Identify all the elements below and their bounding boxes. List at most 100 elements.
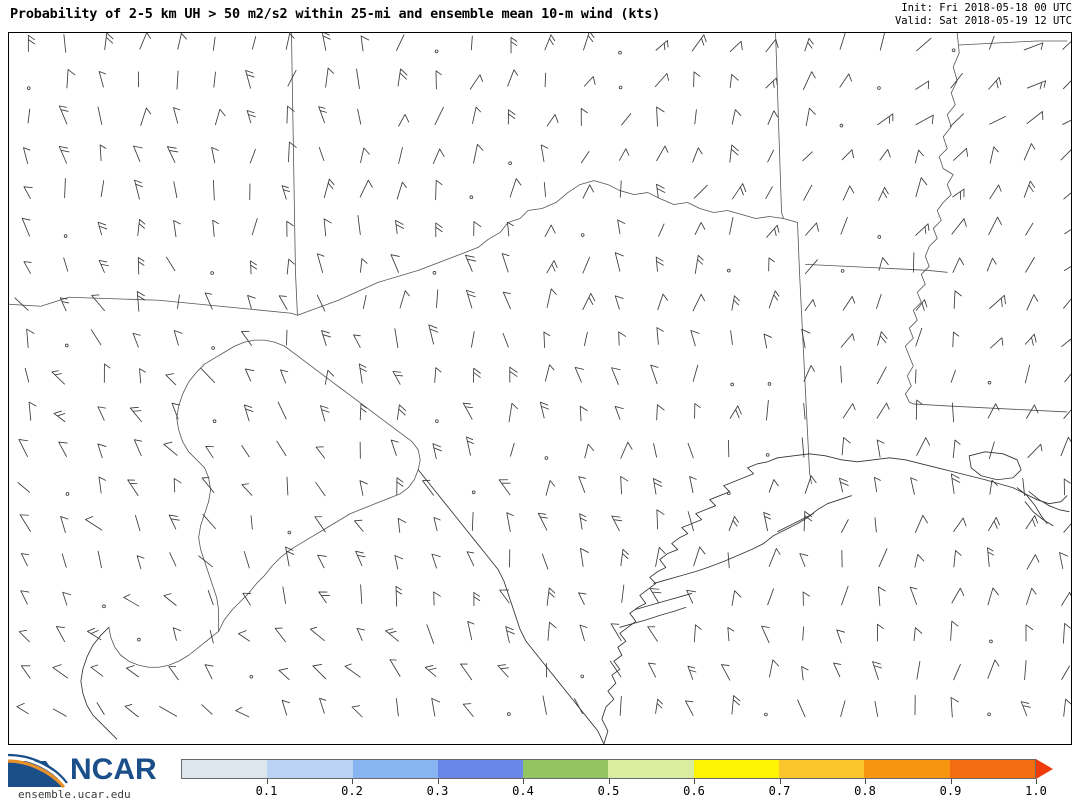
colorbar-segment xyxy=(779,760,865,778)
wind-barb xyxy=(1026,404,1039,419)
wind-barb xyxy=(543,182,547,198)
wind-barb xyxy=(987,587,999,606)
wind-barb xyxy=(244,368,255,382)
wind-barb xyxy=(398,114,410,127)
colorbar-gradient xyxy=(181,759,1036,779)
wind-barb xyxy=(473,221,482,237)
wind-barb xyxy=(1063,523,1071,533)
wind-barb xyxy=(578,476,586,493)
calm-wind-symbol xyxy=(726,491,731,496)
wind-barb xyxy=(63,34,67,53)
wind-barb xyxy=(988,216,1002,236)
calm-wind-symbol xyxy=(765,453,770,457)
wind-barb xyxy=(989,35,995,50)
wind-barb xyxy=(691,34,707,52)
wind-barb xyxy=(103,363,111,383)
wind-barb xyxy=(360,258,368,273)
wind-barb xyxy=(132,332,141,348)
wind-barb xyxy=(801,666,809,681)
calm-wind-symbol xyxy=(137,637,141,642)
calm-wind-symbol xyxy=(580,674,585,679)
wind-barb xyxy=(505,626,515,644)
wind-barb xyxy=(876,439,885,458)
map-panel[interactable] xyxy=(8,32,1072,745)
wind-barb xyxy=(915,114,934,126)
wind-barb xyxy=(915,80,930,90)
forecast-timestamps: Init: Fri 2018-05-18 00 UTC Valid: Sat 2… xyxy=(895,2,1072,28)
wind-barb xyxy=(951,402,955,423)
wind-barb xyxy=(198,555,213,568)
wind-barb xyxy=(842,185,855,201)
wind-barb xyxy=(801,328,811,349)
wind-barb xyxy=(55,626,66,643)
wind-barb xyxy=(687,665,697,680)
wind-barb xyxy=(543,331,551,348)
wind-barb xyxy=(693,546,706,567)
wind-barb xyxy=(87,627,102,641)
colorbar-tick-label: 0.7 xyxy=(768,784,791,798)
calm-wind-symbol xyxy=(507,712,511,716)
ncar-logo[interactable]: NCAR ensemble.ucar.edu xyxy=(6,753,171,801)
wind-barb xyxy=(59,297,70,312)
calm-wind-symbol xyxy=(64,343,69,348)
wind-barb xyxy=(204,292,213,310)
wind-barb xyxy=(578,592,587,605)
wind-barb xyxy=(729,73,739,88)
wind-barb xyxy=(18,439,28,457)
colorbar-tick-label: 0.9 xyxy=(939,784,962,798)
wind-barb xyxy=(1020,701,1031,717)
wind-barb xyxy=(245,69,255,89)
wind-barb xyxy=(1063,298,1071,309)
wind-barb xyxy=(877,113,894,126)
colorbar-tick xyxy=(608,779,610,784)
wind-barb xyxy=(473,367,481,383)
state-boundaries xyxy=(9,33,1068,485)
wind-barb xyxy=(140,107,152,126)
wind-barb xyxy=(362,294,367,310)
wind-barb xyxy=(914,553,925,568)
wind-barb xyxy=(359,403,367,421)
wind-barb xyxy=(989,116,1006,125)
wind-barb xyxy=(1026,294,1039,311)
wind-barb xyxy=(877,586,886,607)
wind-barb xyxy=(394,555,404,570)
wind-barb xyxy=(501,253,510,273)
wind-barb xyxy=(649,588,662,604)
wind-barb xyxy=(804,475,817,494)
wind-barb xyxy=(395,585,402,607)
wind-barb xyxy=(507,109,516,125)
wind-barb xyxy=(137,218,146,237)
wind-barb xyxy=(987,547,994,567)
wind-barb xyxy=(472,106,482,124)
wind-barb xyxy=(804,299,816,311)
colorbar-segment xyxy=(949,760,1035,778)
colorbar[interactable]: 0.1 0.2 0.3 0.4 0.5 0.6 0.7 0.8 0.9 1.0 xyxy=(181,759,1070,801)
wind-barb xyxy=(580,108,588,126)
wind-barb xyxy=(544,364,555,382)
wind-barb xyxy=(915,177,928,198)
wind-barb xyxy=(915,223,930,236)
wind-barb xyxy=(385,628,399,642)
wind-barb xyxy=(547,621,557,641)
wind-barb xyxy=(104,33,114,50)
wind-barb xyxy=(910,477,918,495)
wind-barb xyxy=(802,151,813,162)
wind-barb xyxy=(431,697,441,717)
wind-barb xyxy=(212,36,216,51)
wind-barb xyxy=(583,331,588,347)
wind-barb xyxy=(433,517,441,532)
valid-time: Valid: Sat 2018-05-19 12 UTC xyxy=(894,15,1072,27)
wind-barb xyxy=(840,700,846,718)
wind-barb xyxy=(281,699,290,716)
wind-barb xyxy=(63,257,69,272)
wind-barb xyxy=(1023,42,1044,51)
wind-barb xyxy=(285,546,295,567)
calm-wind-symbol xyxy=(63,234,68,238)
wind-barb xyxy=(396,477,404,495)
wind-barb xyxy=(172,627,182,641)
wind-barb xyxy=(211,146,219,164)
wind-barb xyxy=(318,106,327,124)
calm-wind-symbol xyxy=(65,492,70,496)
wind-barb xyxy=(176,70,179,90)
wind-barb xyxy=(473,143,484,164)
